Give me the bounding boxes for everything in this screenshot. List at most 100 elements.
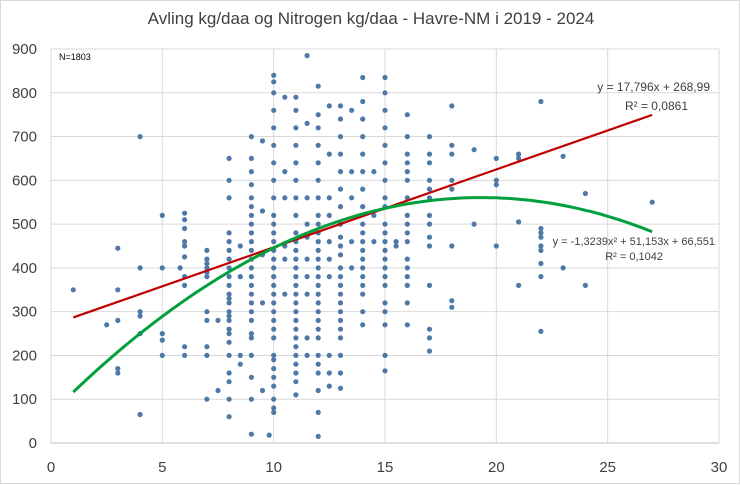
data-point (304, 291, 310, 297)
data-point (104, 322, 110, 328)
data-point (426, 212, 433, 218)
data-point (426, 177, 433, 183)
data-point (293, 212, 299, 218)
data-point (538, 234, 544, 240)
data-point (404, 212, 410, 218)
data-point (315, 112, 321, 118)
data-point (248, 265, 254, 271)
data-point (404, 256, 410, 262)
y-tick-label: 300 (12, 304, 37, 321)
data-point (349, 265, 355, 271)
data-point (360, 239, 366, 245)
data-point (248, 247, 254, 253)
data-point (337, 352, 344, 358)
data-point (304, 256, 310, 262)
data-point (315, 409, 321, 415)
data-point (426, 151, 433, 157)
data-point (204, 309, 210, 315)
data-point (538, 98, 544, 105)
data-point (404, 265, 410, 271)
data-point (182, 243, 188, 249)
data-point (259, 208, 266, 214)
data-point (226, 282, 232, 288)
data-point (137, 309, 143, 315)
data-point (382, 195, 388, 201)
data-point (226, 370, 232, 376)
y-tick-label: 500 (12, 216, 37, 233)
data-point (226, 300, 232, 306)
data-point (538, 247, 544, 253)
data-point (337, 234, 344, 240)
data-point (271, 317, 277, 323)
data-point (248, 155, 254, 161)
data-point (293, 317, 299, 323)
data-point (248, 230, 254, 236)
linear-trendline (72, 113, 653, 319)
data-point (493, 177, 499, 183)
data-point (326, 239, 332, 245)
x-tick-label: 15 (377, 459, 394, 476)
data-point (315, 352, 321, 358)
data-point (493, 243, 499, 249)
data-point (360, 274, 366, 280)
data-point (271, 291, 277, 297)
data-point (382, 107, 388, 113)
data-point (337, 116, 344, 122)
data-point (226, 396, 232, 402)
data-point (315, 160, 321, 166)
data-point (560, 265, 566, 271)
data-point (204, 396, 210, 402)
data-point (204, 274, 210, 280)
data-point (326, 151, 332, 157)
data-point (226, 239, 232, 245)
data-point (282, 256, 288, 262)
data-point (426, 348, 433, 354)
data-point (404, 300, 410, 306)
data-point (649, 199, 655, 205)
data-point (282, 94, 288, 100)
data-point (337, 204, 344, 210)
data-point (248, 331, 254, 337)
data-point (382, 160, 388, 166)
data-point (293, 370, 299, 376)
data-point (137, 411, 143, 418)
data-point (493, 155, 499, 161)
data-point (360, 291, 366, 297)
polynomial-trend-r2: R² = 0,1042 (605, 251, 663, 263)
data-point (382, 274, 388, 280)
data-point (271, 282, 277, 288)
data-point (204, 317, 210, 323)
data-point (293, 326, 299, 332)
data-point (360, 322, 366, 328)
trendlines (72, 113, 653, 394)
data-point (237, 352, 243, 358)
data-point (271, 90, 277, 96)
data-point (404, 169, 410, 175)
data-point (516, 282, 522, 288)
data-point (315, 83, 321, 89)
data-point (449, 243, 455, 249)
data-point (248, 335, 254, 341)
data-point (282, 291, 288, 297)
data-point (404, 274, 410, 280)
data-point (248, 431, 254, 437)
data-point (337, 282, 344, 288)
data-point (204, 344, 210, 350)
data-point (360, 282, 366, 288)
data-point (449, 142, 455, 148)
data-point (582, 282, 589, 288)
data-point (293, 379, 299, 385)
data-point (349, 107, 355, 113)
data-point (337, 265, 344, 271)
data-point (349, 195, 355, 201)
data-point (304, 120, 310, 126)
data-point (315, 282, 321, 288)
x-tick-label: 30 (711, 459, 728, 476)
y-tick-label: 600 (12, 172, 37, 189)
data-point (271, 352, 277, 358)
data-point (182, 344, 188, 350)
data-point (360, 230, 366, 236)
data-point (326, 103, 332, 109)
data-point (271, 374, 277, 380)
data-point (393, 243, 399, 249)
